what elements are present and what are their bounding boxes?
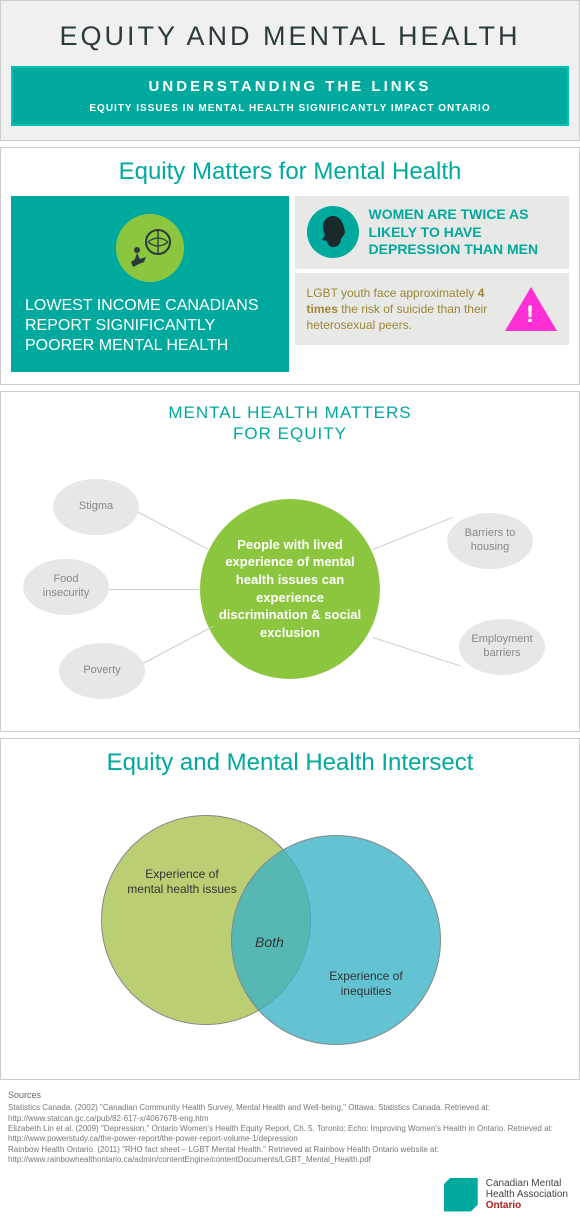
hub-spoke-diagram: People with lived experience of mental h… — [11, 459, 569, 719]
venn-label-both: Both — [255, 933, 284, 951]
section1-title: Equity Matters for Mental Health — [11, 158, 569, 186]
sub-banner-title: UNDERSTANDING THE LINKS — [27, 78, 553, 95]
spoke-node: Employment barriers — [459, 619, 545, 675]
card-a-text: LOWEST INCOME CANADIANS REPORT SIGNIFICA… — [25, 296, 275, 356]
hub-circle: People with lived experience of mental h… — [200, 499, 380, 679]
footer: Canadian Mental Health Association Ontar… — [0, 1172, 580, 1224]
sub-banner-tagline: EQUITY ISSUES IN MENTAL HEALTH SIGNIFICA… — [27, 103, 553, 114]
venn-label-a: Experience of mental health issues — [127, 867, 237, 898]
main-title: EQUITY AND MENTAL HEALTH — [11, 13, 569, 66]
card-low-income: LOWEST INCOME CANADIANS REPORT SIGNIFICA… — [11, 196, 289, 372]
org-line3: Ontario — [486, 1200, 522, 1211]
sources-list: Statistics Canada. (2002) "Canadian Comm… — [8, 1103, 572, 1165]
source-item: Elizabeth Lin et al. (2009) "Depression,… — [8, 1124, 572, 1145]
equity-row: LOWEST INCOME CANADIANS REPORT SIGNIFICA… — [11, 196, 569, 372]
card-b-text: WOMEN ARE TWICE AS LIKELY TO HAVE DEPRES… — [369, 206, 557, 259]
sources-heading: Sources — [8, 1090, 572, 1102]
woman-head-icon — [307, 206, 359, 258]
card-c-text: LGBT youth face approximately 4 times th… — [307, 285, 495, 334]
venn-diagram: Experience of mental health issues Exper… — [11, 787, 569, 1067]
connector-line — [373, 637, 461, 666]
connector-line — [373, 516, 453, 549]
card-c-pre: LGBT youth face approximately — [307, 286, 478, 300]
sources-block: Sources Statistics Canada. (2002) "Canad… — [0, 1080, 580, 1172]
section-mh-matters-equity: MENTAL HEALTH MATTERS FOR EQUITY People … — [0, 391, 580, 732]
section2-title-l2: FOR EQUITY — [233, 424, 347, 443]
cmha-logo-text: Canadian Mental Health Association Ontar… — [486, 1178, 568, 1211]
venn-label-b: Experience of inequities — [311, 969, 421, 1000]
right-column: WOMEN ARE TWICE AS LIKELY TO HAVE DEPRES… — [295, 196, 569, 372]
card-lgbt-youth: LGBT youth face approximately 4 times th… — [295, 273, 569, 346]
spoke-node: Poverty — [59, 643, 145, 699]
spoke-node: Barriers to housing — [447, 513, 533, 569]
sub-banner: UNDERSTANDING THE LINKS EQUITY ISSUES IN… — [11, 66, 569, 126]
source-item: Rainbow Health Ontario. (2011) "RHO fact… — [8, 1145, 572, 1166]
source-item: Statistics Canada. (2002) "Canadian Comm… — [8, 1103, 572, 1124]
infographic-page: EQUITY AND MENTAL HEALTH UNDERSTANDING T… — [0, 0, 580, 1224]
org-line1: Canadian Mental — [486, 1178, 562, 1189]
spoke-node: Stigma — [53, 479, 139, 535]
org-line2: Health Association — [486, 1189, 568, 1200]
spoke-node: Food insecurity — [23, 559, 109, 615]
card-women-depression: WOMEN ARE TWICE AS LIKELY TO HAVE DEPRES… — [295, 196, 569, 269]
connector-line — [137, 511, 208, 549]
section3-title: Equity and Mental Health Intersect — [11, 749, 569, 777]
connector-line — [109, 589, 199, 590]
connector-line — [143, 625, 214, 663]
section-equity-matters: Equity Matters for Mental Health LOWEST … — [0, 147, 580, 385]
globe-push-icon — [116, 214, 184, 282]
cmha-logo-icon — [444, 1178, 478, 1212]
section-intersect: Equity and Mental Health Intersect Exper… — [0, 738, 580, 1080]
section2-title-l1: MENTAL HEALTH MATTERS — [168, 403, 411, 422]
section2-title: MENTAL HEALTH MATTERS FOR EQUITY — [11, 402, 569, 445]
header-block: EQUITY AND MENTAL HEALTH UNDERSTANDING T… — [0, 0, 580, 141]
warning-triangle-icon — [505, 287, 557, 331]
